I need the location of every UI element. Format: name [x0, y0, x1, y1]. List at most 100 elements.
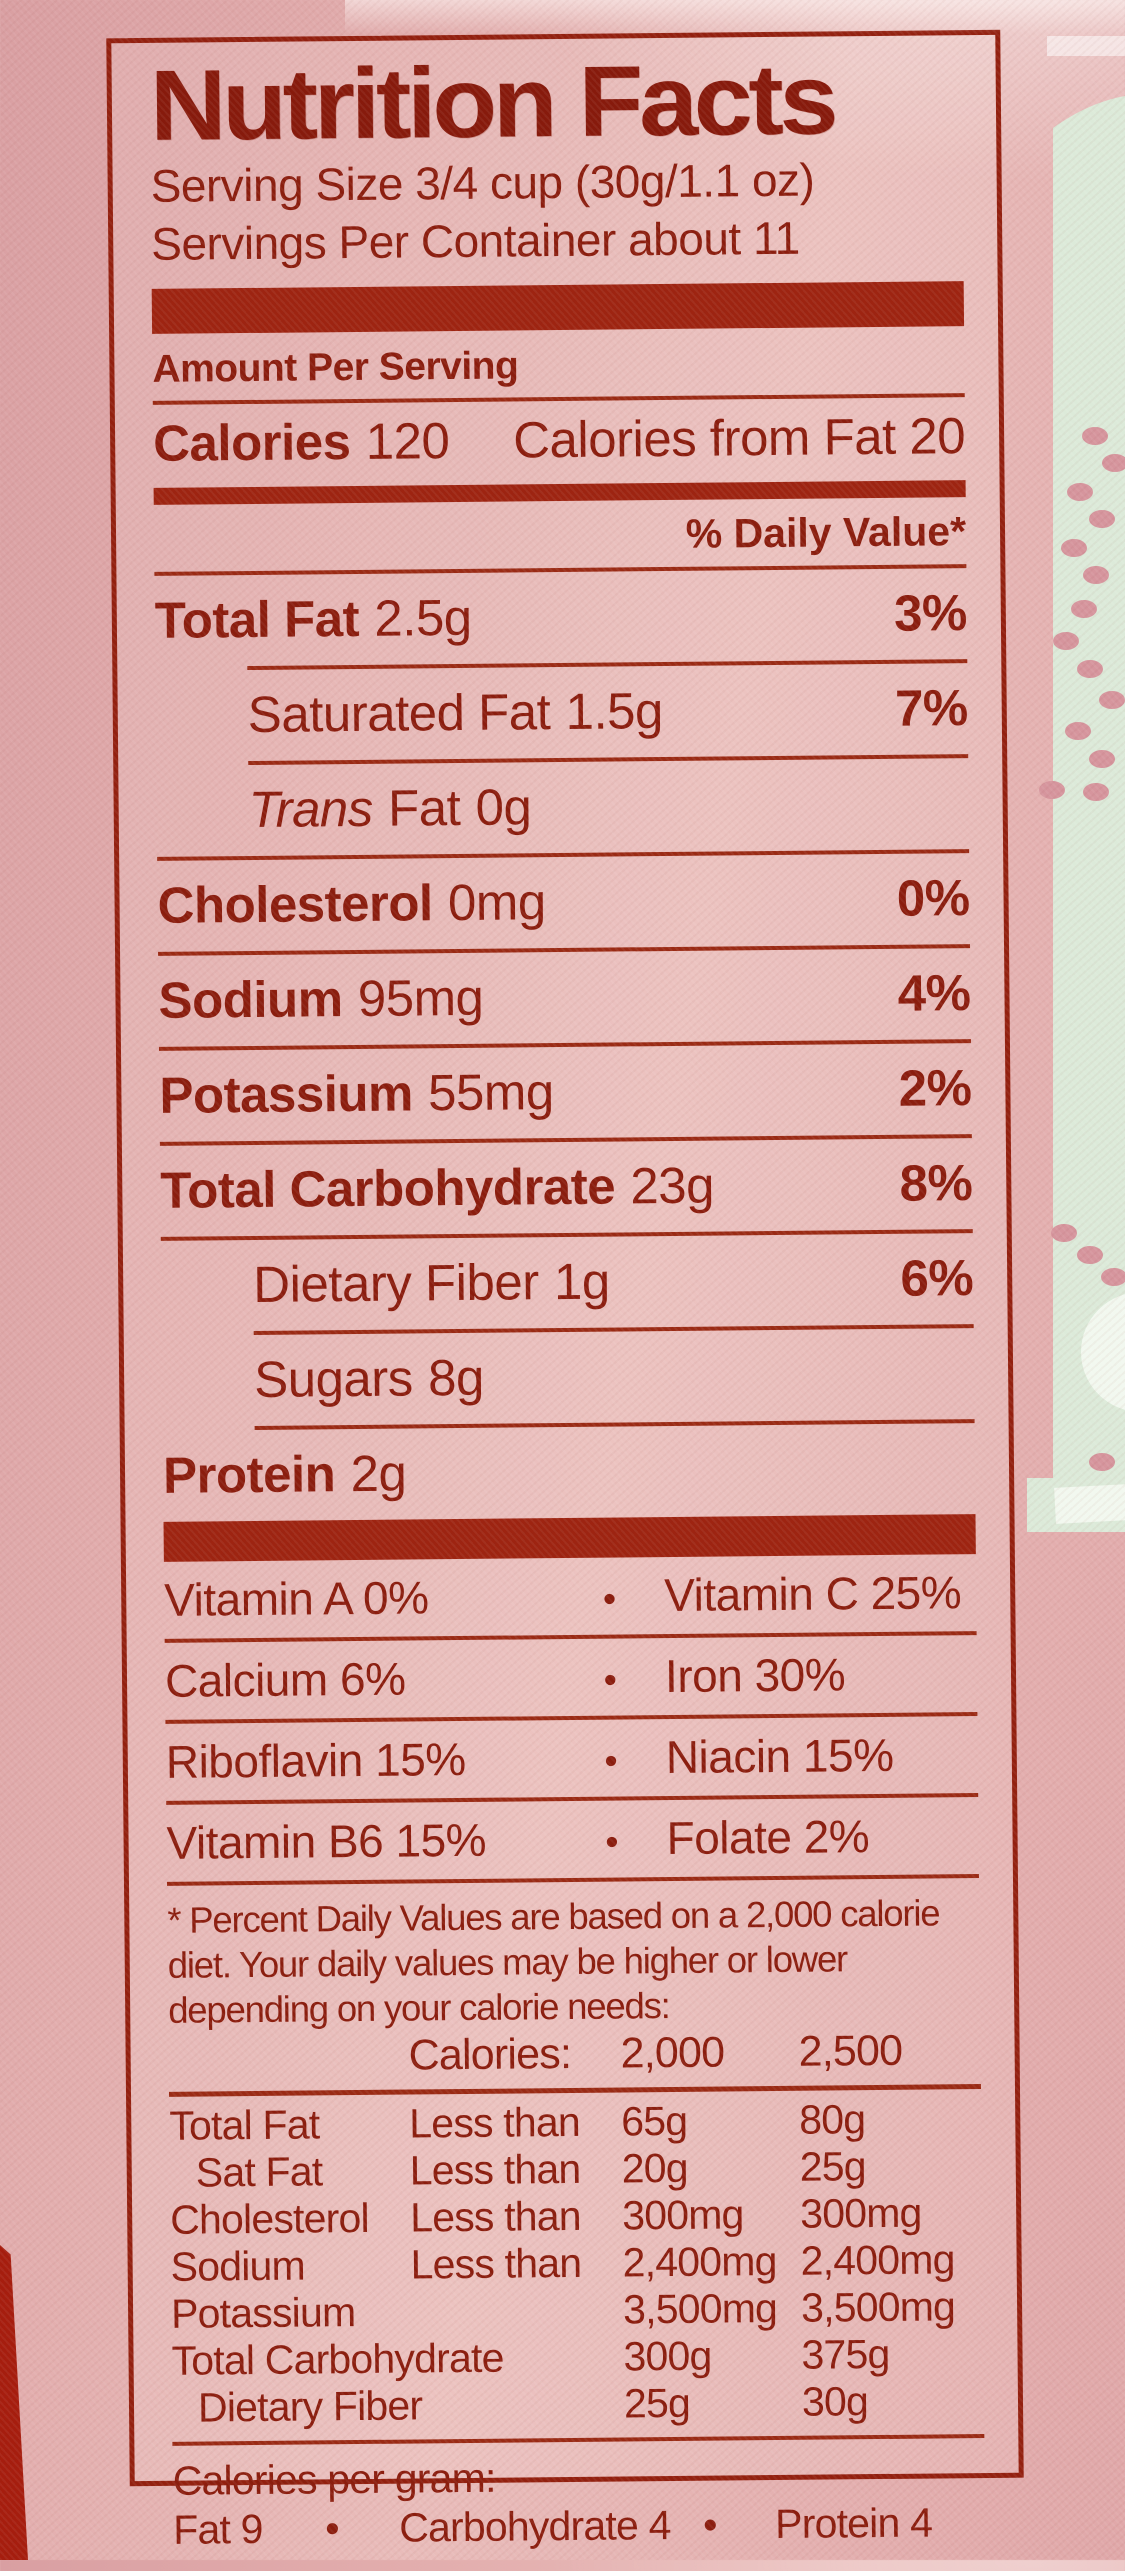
table-2500: 375g	[801, 2330, 890, 2378]
vitamin-left: Vitamin B6 15%	[166, 1813, 487, 1869]
bullet-separator: •	[602, 1578, 616, 1621]
nutrient-name: Cholesterol	[157, 874, 433, 934]
box-art-mint-strip	[1027, 36, 1125, 1532]
nutrient-name: Potassium	[159, 1064, 414, 1124]
vitamin-right: Vitamin C 25%	[663, 1566, 962, 1621]
nutrient-amount: 2.5g	[374, 588, 472, 647]
footnote-line: * Percent Daily Values are based on a 2,…	[167, 1892, 940, 1941]
nutrient-name: Total Carbohydrate	[160, 1157, 616, 1219]
reference-table: Total Fat Less than 65g 80g Sat Fat Less…	[169, 2089, 984, 2442]
footnote-line: diet. Your daily values may be higher or…	[167, 1938, 848, 1986]
table-row-total-carbohydrate: Total Carbohydrate 300g 375g	[171, 2330, 983, 2385]
calories-number: 120	[365, 411, 450, 470]
nutrient-text: Total Carbohydrate 23g	[160, 1155, 714, 1219]
nutrient-name: Saturated Fat	[247, 682, 551, 743]
nutrient-amount: 55mg	[427, 1062, 554, 1122]
box-art-red-wedge	[0, 2245, 28, 2560]
panel-title: Nutrition Facts	[149, 43, 835, 162]
vitamin-right: Folate 2%	[666, 1809, 870, 1864]
nutrient-dv: 3%	[893, 583, 968, 642]
nutrient-amount: 0mg	[447, 872, 546, 931]
nutrient-dv: 7%	[894, 678, 969, 737]
nutrient-amount: 95mg	[357, 968, 484, 1027]
vitamin-right: Iron 30%	[664, 1648, 846, 1702]
bullet-separator: •	[324, 2504, 339, 2551]
plastic-wrap-glare	[345, 0, 1125, 34]
nutrient-row-saturated-fat: Saturated Fat 1.5g 7%	[155, 663, 968, 762]
nutrient-text: Protein 2g	[163, 1443, 407, 1504]
table-2500: 300mg	[799, 2189, 922, 2237]
table-2500: 2,400mg	[800, 2235, 955, 2284]
table-name: Sodium	[170, 2242, 306, 2290]
vitamin-row-b6-folate: Vitamin B6 15% • Folate 2%	[166, 1797, 979, 1882]
table-2000: 2,400mg	[622, 2237, 777, 2286]
mint-swoosh-band	[1027, 1478, 1057, 1532]
mint-panel-shape	[1053, 96, 1125, 1532]
vitamin-left: Calcium 6%	[164, 1652, 406, 1707]
calories-label: Calories	[152, 412, 351, 472]
bullet-separator: •	[702, 2501, 717, 2548]
cpg-fat: Fat 9	[172, 2505, 263, 2553]
bullet-separator: •	[605, 1821, 619, 1864]
nutrient-row-cholesterol: Cholesterol 0mg 0%	[157, 853, 970, 952]
nutrient-text: Trans Fat 0g	[248, 777, 531, 839]
vitamin-right: Niacin 15%	[665, 1728, 894, 1783]
table-name: Cholesterol	[169, 2194, 370, 2243]
nutrition-facts-panel: Nutrition Facts Serving Size 3/4 cup (30…	[106, 29, 1024, 2552]
cpg-protein: Protein 4	[774, 2499, 933, 2547]
servings-per-container-line: Servings Per Container about 11	[151, 212, 800, 271]
nutrient-row-dietary-fiber: Dietary Fiber 1g 6%	[161, 1233, 974, 1332]
nutrient-text: Sodium 95mg	[158, 968, 483, 1030]
table-2000: 20g	[621, 2144, 688, 2192]
bullet-separator: •	[603, 1659, 617, 1702]
table-row-sat-fat: Sat Fat Less than 20g 25g	[170, 2142, 982, 2197]
table-row-total-fat: Total Fat Less than 65g 80g	[169, 2095, 981, 2150]
nutrient-dv: 8%	[899, 1153, 973, 1212]
amount-per-serving-header: Amount Per Serving	[152, 344, 519, 391]
nutrient-name: Sodium	[158, 969, 343, 1029]
bullet-separator: •	[604, 1740, 618, 1783]
calories-row: Calories 120 Calories from Fat 20	[153, 397, 966, 488]
nutrient-name: Fat	[387, 778, 461, 837]
nutrient-amount: 2g	[350, 1444, 407, 1502]
table-2000: 65g	[621, 2097, 688, 2145]
table-name: Potassium	[170, 2288, 356, 2337]
nutrient-dv: 2%	[898, 1058, 972, 1117]
table-2500: 30g	[801, 2377, 869, 2425]
vitamin-row-a-c: Vitamin A 0% • Vitamin C 25%	[164, 1554, 977, 1639]
nutrient-amount: 1g	[553, 1252, 610, 1310]
nutrient-text: Cholesterol 0mg	[157, 872, 546, 935]
nutrient-amount: 0g	[475, 778, 532, 836]
footnote-line: depending on your calorie needs:	[168, 1985, 670, 2032]
nutrient-amount: 1.5g	[565, 681, 664, 740]
plastic-glare-bar	[1047, 36, 1125, 56]
nutrient-text: Dietary Fiber 1g	[253, 1251, 610, 1313]
cpg-carbohydrate: Carbohydrate 4	[398, 2501, 671, 2551]
table-2000: 300g	[623, 2332, 712, 2380]
table-row-sodium: Sodium Less than 2,400mg 2,400mg	[170, 2236, 982, 2291]
nutrient-row-sodium: Sodium 95mg 4%	[158, 948, 971, 1047]
nutrient-name: Protein	[162, 1445, 336, 1504]
table-2000: 3,500mg	[622, 2284, 778, 2333]
calorie-columns-2000: 2,000	[620, 2028, 725, 2078]
nutrient-row-trans-fat: Trans Fat 0g	[156, 758, 969, 857]
table-name: Total Carbohydrate	[171, 2334, 504, 2384]
daily-value-footnote: * Percent Daily Values are based on a 2,…	[167, 1878, 980, 2034]
white-art-band	[1054, 1484, 1125, 1524]
nutrient-dv: 6%	[900, 1248, 974, 1307]
pink-polka-dots	[1039, 427, 1125, 1471]
table-2500: 80g	[799, 2095, 866, 2143]
table-qualifier: Less than	[409, 2098, 581, 2147]
vitamin-row-calcium-iron: Calcium 6% • Iron 30%	[165, 1635, 978, 1720]
vitamin-left: Riboflavin 15%	[165, 1732, 466, 1788]
white-art-curve	[1081, 1294, 1125, 1410]
table-2000: 300mg	[621, 2190, 744, 2239]
table-2500: 25g	[799, 2142, 866, 2190]
table-row-cholesterol: Cholesterol Less than 300mg 300mg	[170, 2189, 982, 2244]
table-2000: 25g	[623, 2379, 691, 2427]
nutrient-dv: 4%	[897, 963, 971, 1022]
table-row-potassium: Potassium 3,500mg 3,500mg	[171, 2283, 983, 2338]
thick-separator-bar	[151, 280, 965, 334]
table-qualifier: Less than	[410, 2239, 582, 2288]
